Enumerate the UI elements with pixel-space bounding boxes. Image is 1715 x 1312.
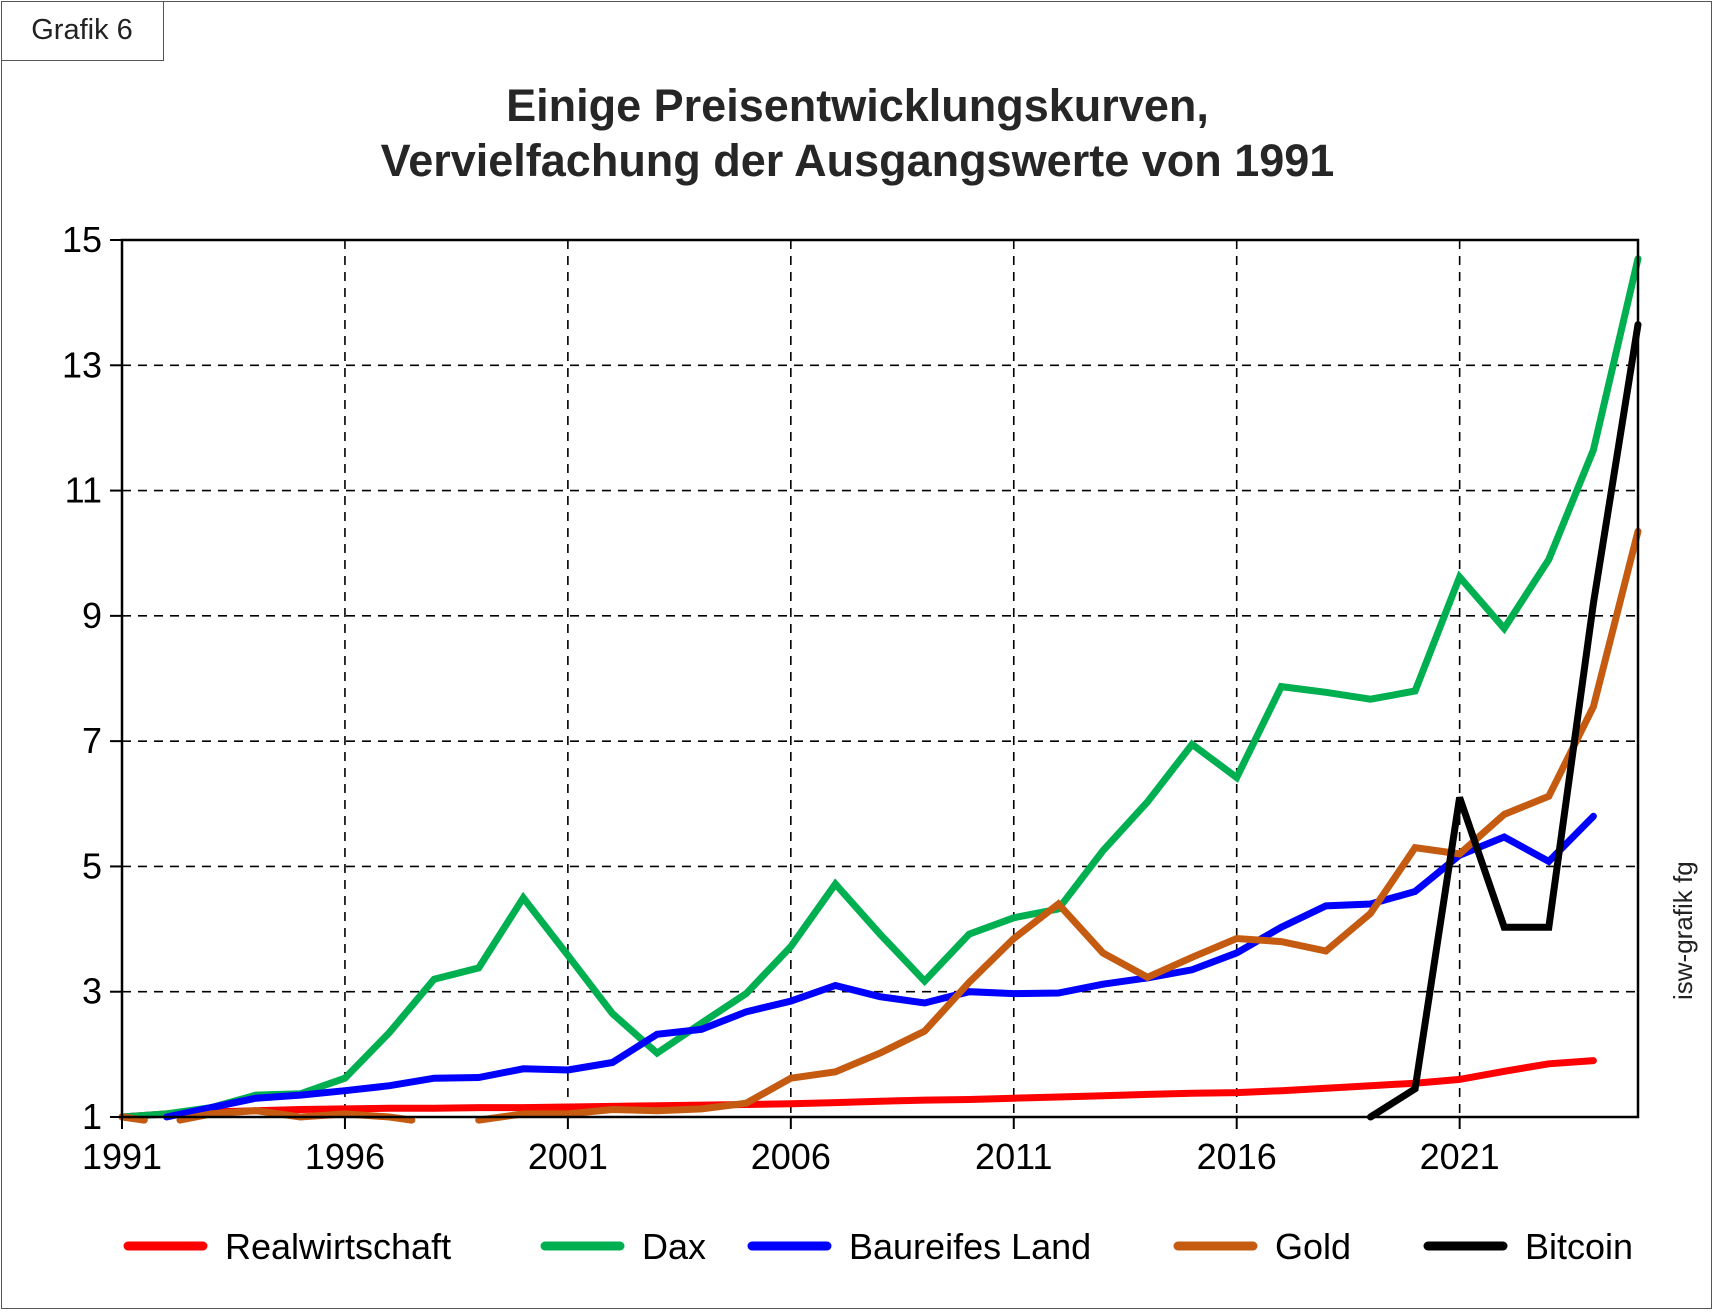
series-dax (118, 255, 1642, 1121)
chart-subtitle: Vervielfachung der Ausgangswerte von 199… (380, 135, 1335, 186)
legend: Realwirtschaft Dax Baureifes Land Gold Bitco… (123, 1226, 1633, 1267)
x-tick-label: 2021 (1420, 1136, 1500, 1177)
legend-label: Baureifes Land (849, 1226, 1091, 1267)
legend-label: Realwirtschaft (225, 1226, 451, 1267)
y-tick-label: 9 (82, 595, 102, 636)
x-tick-label: 1991 (82, 1136, 162, 1177)
grid (122, 240, 1638, 1117)
y-tick-label: 5 (82, 845, 102, 886)
chart-title: Einige Preisentwicklungskurven, Vervielf… (0, 78, 1715, 188)
x-tick-label: 2011 (975, 1136, 1052, 1177)
legend-item: Gold (1173, 1226, 1351, 1267)
series-baureifes-land (163, 812, 1597, 1121)
y-tick-label: 13 (62, 344, 102, 385)
x-tick-label: 2001 (528, 1136, 608, 1177)
y-tick-label: 11 (65, 470, 102, 511)
plot-area-border (120, 238, 1640, 1119)
series-gold (118, 527, 1642, 1124)
legend-item: Bitcoin (1423, 1226, 1633, 1267)
legend-label: Bitcoin (1525, 1226, 1633, 1267)
series-bitcoin (1367, 321, 1642, 1121)
x-tick-label: 1996 (305, 1136, 385, 1177)
y-tick-label: 1 (82, 1096, 102, 1137)
series-group (118, 255, 1642, 1124)
legend-item: Baureifes Land (747, 1226, 1091, 1267)
chart-title-line1: Einige Preisentwicklungskurven, (506, 80, 1209, 131)
y-tick-label: 3 (82, 971, 102, 1012)
series-line (118, 255, 1642, 1121)
series-realwirtschaft (118, 1057, 1597, 1121)
y-tick-label: 7 (82, 720, 102, 761)
series-line (475, 527, 1642, 1124)
legend-item: Realwirtschaft (123, 1226, 451, 1267)
y-tick-label: 15 (62, 219, 102, 260)
legend-label: Dax (642, 1226, 706, 1267)
figure-badge: Grafik 6 (1, 1, 164, 61)
x-tick-label: 2016 (1197, 1136, 1277, 1177)
series-line (1367, 321, 1642, 1121)
legend-label: Gold (1275, 1226, 1351, 1267)
legend-item: Dax (540, 1226, 706, 1267)
series-line (163, 812, 1597, 1121)
x-tick-label: 2006 (751, 1136, 831, 1177)
series-line (118, 1057, 1597, 1121)
